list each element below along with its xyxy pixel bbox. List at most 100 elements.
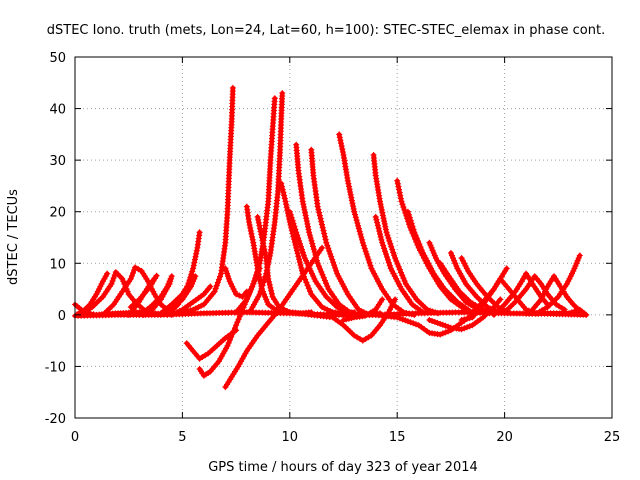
data-point (310, 243, 316, 250)
data-point (352, 214, 359, 221)
data-point (299, 198, 306, 205)
data-point (318, 268, 325, 275)
data-point (266, 278, 272, 285)
data-point (259, 237, 266, 244)
data-point (359, 239, 366, 246)
data-point (131, 267, 138, 274)
data-point (358, 234, 365, 240)
data-point (184, 283, 191, 290)
data-point (390, 270, 397, 277)
data-point (464, 315, 470, 322)
data-point (439, 330, 446, 337)
x-tick-label: 5 (178, 430, 186, 445)
data-point (305, 226, 312, 233)
data-point (241, 353, 247, 360)
data-point (248, 230, 255, 237)
data-point (192, 256, 198, 263)
data-point (191, 259, 198, 266)
data-point (300, 201, 307, 208)
data-point (437, 331, 444, 338)
data-point (355, 225, 362, 232)
data-point (97, 283, 104, 290)
data-point (260, 240, 267, 247)
data-point (394, 260, 401, 267)
data-point (349, 200, 356, 207)
data-point (293, 244, 300, 251)
data-point (393, 258, 400, 264)
data-point (434, 257, 441, 264)
data-point (298, 243, 304, 250)
data-point (401, 207, 408, 213)
data-point (311, 249, 318, 255)
data-point (325, 245, 332, 252)
data-point (192, 305, 199, 312)
data-point (310, 246, 317, 253)
data-point (428, 244, 435, 251)
data-point (463, 265, 470, 272)
data-point (230, 328, 237, 335)
data-point (390, 299, 397, 305)
y-tick-label: 30 (49, 154, 66, 169)
data-point (303, 257, 309, 264)
data-point (304, 220, 311, 227)
data-point (303, 215, 310, 222)
data-point (378, 204, 385, 210)
data-point (357, 231, 364, 238)
data-point (425, 260, 432, 267)
data-point (283, 204, 290, 211)
data-point (452, 260, 459, 267)
data-point (178, 296, 184, 303)
y-tick-label: 20 (49, 206, 66, 221)
data-point (249, 233, 256, 240)
data-point (538, 296, 545, 303)
data-point (188, 271, 195, 278)
y-axis-label: dSTEC / TECUs (6, 189, 21, 285)
data-point (300, 252, 307, 259)
data-point (321, 230, 328, 237)
data-point (309, 270, 315, 277)
data-point (235, 316, 242, 323)
data-point (350, 203, 357, 210)
data-point (320, 274, 327, 281)
data-point (315, 263, 322, 270)
data-point (292, 226, 299, 233)
data-point (353, 217, 360, 224)
data-point (190, 262, 197, 269)
data-point (256, 291, 263, 298)
data-point (326, 248, 333, 255)
data-point (355, 306, 362, 313)
data-point (306, 232, 313, 239)
data-point (374, 222, 381, 229)
data-point (254, 265, 261, 272)
data-point (268, 287, 275, 294)
data-point (323, 239, 330, 246)
data-point (377, 198, 383, 205)
data-point (398, 269, 404, 276)
data-point (384, 232, 391, 239)
data-point (418, 247, 425, 253)
data-point (372, 213, 379, 220)
y-tick-label: 0 (58, 309, 66, 324)
data-point (316, 209, 323, 216)
data-point (233, 322, 240, 329)
data-point (288, 214, 295, 221)
data-point (319, 304, 325, 311)
data-point (380, 242, 387, 249)
data-point (563, 280, 570, 287)
data-point (231, 288, 238, 295)
data-point (583, 311, 590, 318)
data-point (314, 260, 321, 267)
data-point (323, 280, 330, 287)
data-point (566, 275, 573, 282)
data-point (247, 224, 254, 231)
data-point (271, 95, 278, 102)
data-point (292, 241, 299, 248)
data-point (193, 250, 200, 257)
data-point (263, 296, 270, 303)
data-point (338, 143, 345, 150)
data-point (260, 279, 267, 286)
data-series (404, 208, 472, 313)
data-point (267, 284, 274, 291)
data-point (331, 262, 338, 269)
data-point (348, 194, 355, 201)
